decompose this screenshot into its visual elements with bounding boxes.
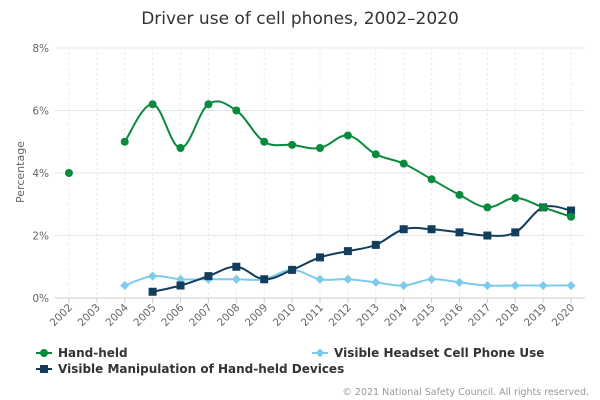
hand-held-point[interactable] xyxy=(120,137,129,146)
visible-manipulation-of-hand-held-devices-point[interactable] xyxy=(260,275,269,284)
x-tick-label: 2008 xyxy=(215,302,242,329)
x-tick-label: 2009 xyxy=(243,302,270,329)
x-tick-label: 2019 xyxy=(522,302,549,329)
x-tick-label: 2005 xyxy=(131,302,158,329)
visible-headset-cell-phone-use-point[interactable] xyxy=(482,281,492,290)
visible-headset-cell-phone-use-point[interactable] xyxy=(148,271,158,281)
x-tick-label: 2018 xyxy=(494,302,521,329)
visible-manipulation-of-hand-held-devices-point[interactable] xyxy=(176,281,185,290)
hand-held-point[interactable] xyxy=(260,137,269,146)
x-tick-label: 2013 xyxy=(355,302,382,329)
x-tick-label: 2007 xyxy=(187,302,214,329)
visible-headset-cell-phone-use-point[interactable] xyxy=(315,274,325,284)
hand-held-point[interactable] xyxy=(176,144,185,152)
visible-manipulation-of-hand-held-devices-point[interactable] xyxy=(343,247,352,256)
hand-held-point[interactable] xyxy=(399,159,408,168)
visible-manipulation-of-hand-held-devices-point[interactable] xyxy=(232,262,241,271)
grid xyxy=(55,47,585,303)
legend-marker-hand-held xyxy=(40,349,48,357)
hand-held-point[interactable] xyxy=(567,212,576,221)
visible-manipulation-of-hand-held-devices-point[interactable] xyxy=(316,253,324,262)
visible-manipulation-of-hand-held-devices-point[interactable] xyxy=(288,265,297,274)
hand-held-point[interactable] xyxy=(483,203,492,212)
x-tick-label: 2012 xyxy=(327,302,354,329)
visible-headset-cell-phone-use-point[interactable] xyxy=(427,274,437,284)
visible-headset-cell-phone-use-point[interactable] xyxy=(399,281,409,290)
hand-held-point[interactable] xyxy=(148,100,157,109)
x-tick-label: 2002 xyxy=(48,302,75,329)
legend-label: Visible Headset Cell Phone Use xyxy=(334,346,544,360)
x-tick-label: 2006 xyxy=(159,301,187,329)
legend: Hand-held Visible Headset Cell Phone Use V… xyxy=(36,346,544,376)
legend-marker-visible-headset-cell-phone-use xyxy=(315,348,325,358)
y-tick-label: 8% xyxy=(32,43,49,55)
x-tick-label: 2020 xyxy=(550,302,577,329)
hand-held-point[interactable] xyxy=(64,169,73,177)
legend-item-visible-manipulation-of-hand-held-devices[interactable]: Visible Manipulation of Hand-held Device… xyxy=(36,362,344,376)
hand-held-point[interactable] xyxy=(371,150,380,159)
hand-held-point[interactable] xyxy=(204,100,213,109)
visible-headset-cell-phone-use-point[interactable] xyxy=(120,281,130,290)
hand-held-point[interactable] xyxy=(539,203,548,212)
hand-held-point[interactable] xyxy=(232,106,241,115)
visible-manipulation-of-hand-held-devices-point[interactable] xyxy=(204,272,213,281)
x-tick-label: 2017 xyxy=(466,302,493,329)
x-tick-label: 2016 xyxy=(438,301,466,329)
visible-manipulation-of-hand-held-devices-point[interactable] xyxy=(427,225,436,234)
hand-held-point[interactable] xyxy=(427,175,436,184)
legend-item-hand-held[interactable]: Hand-held xyxy=(36,346,128,360)
hand-held-point[interactable] xyxy=(316,144,324,152)
hand-held-point[interactable] xyxy=(511,194,520,202)
visible-headset-cell-phone-use-point[interactable] xyxy=(343,274,353,284)
x-tick-label: 2010 xyxy=(271,302,298,329)
y-tick-label: 4% xyxy=(32,168,49,180)
visible-manipulation-of-hand-held-devices-point[interactable] xyxy=(371,240,380,249)
legend-label: Visible Manipulation of Hand-held Device… xyxy=(58,362,344,376)
y-axis-label: Percentage xyxy=(14,141,27,203)
visible-manipulation-of-hand-held-devices-point[interactable] xyxy=(511,228,520,237)
visible-manipulation-of-hand-held-devices-line xyxy=(152,205,572,293)
visible-headset-cell-phone-use-point[interactable] xyxy=(371,277,381,287)
visible-manipulation-of-hand-held-devices-point[interactable] xyxy=(455,228,464,237)
hand-held-point[interactable] xyxy=(455,190,464,199)
visible-headset-cell-phone-use-point[interactable] xyxy=(231,274,241,284)
visible-headset-cell-phone-use-point[interactable] xyxy=(566,281,576,290)
chart-title: Driver use of cell phones, 2002–2020 xyxy=(141,9,459,29)
visible-headset-cell-phone-use-point[interactable] xyxy=(454,277,464,287)
legend-item-visible-headset-cell-phone-use[interactable]: Visible Headset Cell Phone Use xyxy=(312,346,544,360)
y-tick-labels: 0% 2% 4% 6% 8% xyxy=(32,43,49,305)
visible-headset-cell-phone-use-point[interactable] xyxy=(538,281,548,290)
x-tick-label: 2003 xyxy=(76,302,103,329)
x-tick-label: 2011 xyxy=(299,302,326,329)
hand-held-point[interactable] xyxy=(343,131,352,140)
hand-held-point[interactable] xyxy=(288,140,297,149)
x-tick-label: 2014 xyxy=(382,301,410,329)
visible-manipulation-of-hand-held-devices-point[interactable] xyxy=(567,206,576,215)
credit-text: © 2021 National Safety Council. All righ… xyxy=(342,387,589,398)
x-tick-label: 2004 xyxy=(103,301,131,329)
x-tick-labels: 2002 2003 2004 2005 2006 2007 2008 2009 2010 2011… xyxy=(48,301,577,329)
legend-label: Hand-held xyxy=(58,346,128,360)
y-tick-label: 0% xyxy=(32,293,49,305)
x-tick-label: 2015 xyxy=(410,302,437,329)
y-tick-label: 6% xyxy=(32,106,49,118)
data-points xyxy=(64,100,576,296)
y-tick-label: 2% xyxy=(32,231,49,243)
visible-manipulation-of-hand-held-devices-point[interactable] xyxy=(399,225,408,234)
legend-marker-visible-manipulation-of-hand-held-devices xyxy=(40,365,48,373)
visible-manipulation-of-hand-held-devices-point[interactable] xyxy=(483,231,492,240)
visible-headset-cell-phone-use-point[interactable] xyxy=(510,281,520,290)
visible-manipulation-of-hand-held-devices-point[interactable] xyxy=(148,287,157,296)
